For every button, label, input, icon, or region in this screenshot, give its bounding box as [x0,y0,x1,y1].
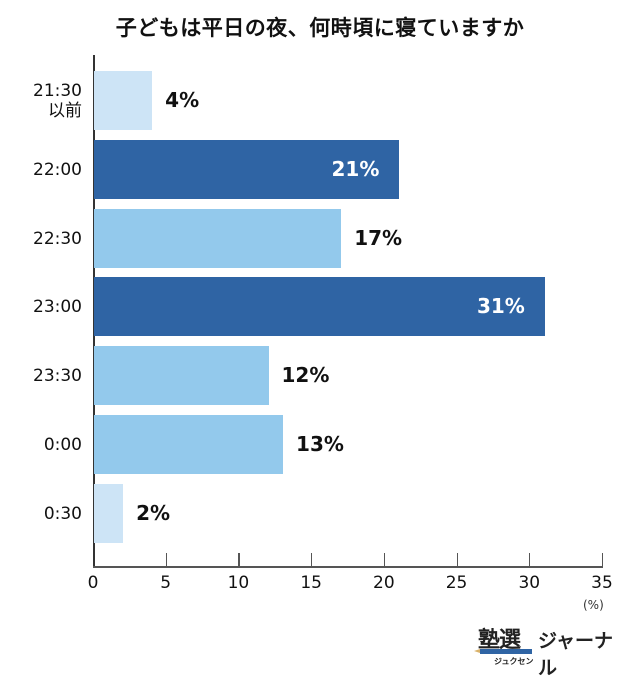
bar [94,277,545,336]
category-label: 21:30 以前 [33,80,82,121]
value-label: 31% [476,294,525,318]
category-label: 0:00 [43,434,82,455]
value-label: 21% [331,157,380,181]
value-label: 12% [281,363,330,387]
x-tick-label: 25 [445,573,468,593]
bar [94,415,284,474]
x-tick-label: 5 [160,573,172,593]
x-tick-label: 10 [227,573,250,593]
brand-logo: 塾選 ジュクセン ジャーナル [474,622,628,679]
value-label: 4% [165,88,200,112]
bar [94,71,153,130]
y-axis-line [93,55,95,567]
x-tick-label: 15 [300,573,322,593]
x-tick [456,553,458,567]
x-tick [383,553,386,567]
logo-kana-text: ジュクセン [494,657,534,666]
x-tick-label: 35 [591,573,613,593]
category-label: 23:00 [33,296,82,317]
category-label: 23:30 [33,365,82,386]
x-tick [311,553,313,567]
x-tick-label: 30 [518,573,541,593]
x-tick-label: 0 [87,573,99,593]
bar [94,140,400,199]
pencil-tip-icon [474,649,480,653]
bar [94,346,269,405]
category-label: 0:30 [43,503,82,524]
category-label: 22:00 [33,159,82,180]
x-axis-unit: (%) [583,598,604,612]
chart-title: 子どもは平日の夜、何時頃に寝ていますか [115,16,525,40]
x-tick [529,553,531,567]
x-tick-label: 20 [373,573,395,593]
x-axis-line [93,566,603,568]
logo-sub-text: ジャーナル [538,630,614,679]
category-label: 22:30 [33,228,82,249]
x-tick [238,553,240,567]
logo-main-text: 塾選 [478,628,521,653]
pencil-icon [480,649,532,654]
value-label: 17% [354,226,403,250]
x-tick [602,553,604,567]
value-label: 2% [136,501,171,525]
bar [94,484,124,543]
value-label: 13% [296,432,344,456]
x-tick [165,553,167,567]
bar [94,209,342,268]
